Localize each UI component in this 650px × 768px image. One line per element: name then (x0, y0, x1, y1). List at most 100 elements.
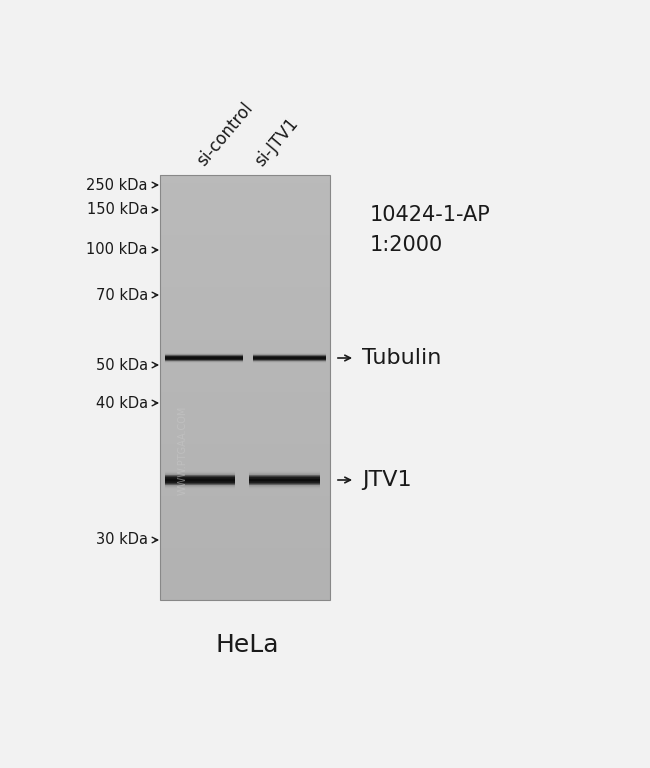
Bar (165, 488, 235, 489)
Bar (165, 476, 235, 477)
Bar (165, 474, 235, 475)
Bar (249, 482, 320, 483)
Bar (249, 477, 320, 478)
Bar (249, 483, 320, 484)
Bar (249, 476, 320, 477)
Bar (165, 486, 235, 487)
Bar (165, 481, 235, 482)
Bar (249, 479, 320, 480)
Bar (165, 484, 235, 485)
Text: Tubulin: Tubulin (362, 348, 441, 368)
Bar (249, 472, 320, 473)
Bar (249, 476, 320, 477)
Bar (165, 475, 235, 476)
Bar (249, 472, 320, 473)
Bar (249, 471, 320, 472)
Bar (165, 471, 235, 472)
Bar (165, 486, 235, 487)
Bar (165, 472, 235, 473)
Bar (165, 487, 235, 488)
Text: 1:2000: 1:2000 (370, 235, 443, 255)
Bar (165, 474, 235, 475)
Bar (165, 480, 235, 481)
Bar (165, 476, 235, 477)
Bar (165, 478, 235, 480)
Bar (165, 477, 235, 478)
Bar (165, 488, 235, 489)
Bar (249, 488, 320, 489)
Bar (249, 485, 320, 486)
Bar (249, 484, 320, 485)
Bar (249, 474, 320, 475)
Bar (249, 473, 320, 474)
Bar (165, 475, 235, 476)
Bar (165, 472, 235, 473)
Text: JTV1: JTV1 (362, 470, 411, 490)
Bar (249, 480, 320, 481)
Text: 150 kDa: 150 kDa (86, 203, 148, 217)
Bar (249, 478, 320, 480)
Bar (249, 481, 320, 482)
Text: 100 kDa: 100 kDa (86, 243, 148, 257)
Bar (165, 487, 235, 488)
Bar (165, 482, 235, 483)
Bar (249, 477, 320, 478)
Bar (249, 480, 320, 482)
Bar (160, 175, 330, 600)
Text: 250 kDa: 250 kDa (86, 177, 148, 193)
Bar (249, 487, 320, 488)
Text: 50 kDa: 50 kDa (96, 357, 148, 372)
Bar (249, 483, 320, 484)
Bar (249, 476, 320, 477)
Text: si-JTV1: si-JTV1 (251, 114, 302, 170)
Bar (165, 473, 235, 474)
Bar (165, 485, 235, 486)
Bar (249, 474, 320, 475)
Bar (249, 486, 320, 487)
Bar (165, 479, 235, 480)
Bar (249, 481, 320, 482)
Bar (249, 484, 320, 485)
Bar (165, 476, 235, 477)
Bar (165, 483, 235, 484)
Bar (165, 485, 235, 486)
Bar (165, 484, 235, 485)
Text: 40 kDa: 40 kDa (96, 396, 148, 411)
Bar (165, 477, 235, 478)
Text: WWW.PTGAA.COM: WWW.PTGAA.COM (178, 406, 188, 495)
Bar (249, 487, 320, 488)
Bar (249, 479, 320, 480)
Bar (249, 475, 320, 476)
Bar (165, 480, 235, 482)
Bar (165, 483, 235, 484)
Bar (165, 482, 235, 483)
Bar (249, 473, 320, 474)
Text: 10424-1-AP: 10424-1-AP (370, 205, 491, 225)
Bar (165, 479, 235, 480)
Bar (249, 477, 320, 478)
Bar (165, 486, 235, 487)
Bar (165, 478, 235, 479)
Bar (165, 473, 235, 474)
Bar (165, 473, 235, 474)
Bar (165, 481, 235, 482)
Bar (249, 486, 320, 487)
Bar (249, 486, 320, 487)
Bar (249, 473, 320, 474)
Bar (165, 483, 235, 484)
Bar (165, 471, 235, 472)
Bar (249, 482, 320, 483)
Text: HeLa: HeLa (215, 633, 279, 657)
Text: 70 kDa: 70 kDa (96, 287, 148, 303)
Bar (249, 488, 320, 489)
Bar (165, 482, 235, 483)
Bar (249, 480, 320, 481)
Text: si-control: si-control (193, 100, 256, 170)
Bar (249, 478, 320, 479)
Bar (165, 480, 235, 481)
Bar (249, 482, 320, 483)
Bar (165, 477, 235, 478)
Bar (249, 485, 320, 486)
Bar (249, 475, 320, 476)
Bar (249, 471, 320, 472)
